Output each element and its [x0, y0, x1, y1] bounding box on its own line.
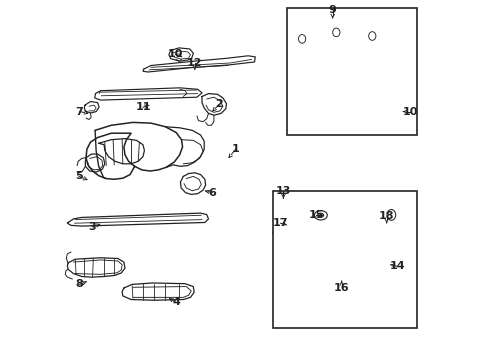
Bar [286, 8, 416, 135]
Text: 15: 15 [308, 210, 324, 220]
Text: 18: 18 [378, 211, 394, 221]
Text: 10: 10 [402, 107, 417, 117]
Text: 16: 16 [333, 283, 349, 293]
Text: 9: 9 [328, 5, 336, 15]
Bar [273, 191, 416, 328]
Text: 7: 7 [76, 107, 83, 117]
Text: 8: 8 [76, 279, 83, 289]
Text: 12: 12 [187, 58, 202, 68]
Text: 1: 1 [231, 144, 239, 154]
Text: 17: 17 [272, 218, 287, 228]
Text: 11: 11 [135, 102, 150, 112]
Text: 4: 4 [172, 297, 180, 307]
Text: 6: 6 [208, 188, 216, 198]
Text: 3: 3 [89, 222, 96, 232]
Text: 5: 5 [75, 171, 82, 181]
Text: 10: 10 [167, 49, 183, 59]
Text: 2: 2 [215, 99, 223, 109]
Text: 14: 14 [389, 261, 405, 271]
Text: 13: 13 [275, 186, 290, 196]
